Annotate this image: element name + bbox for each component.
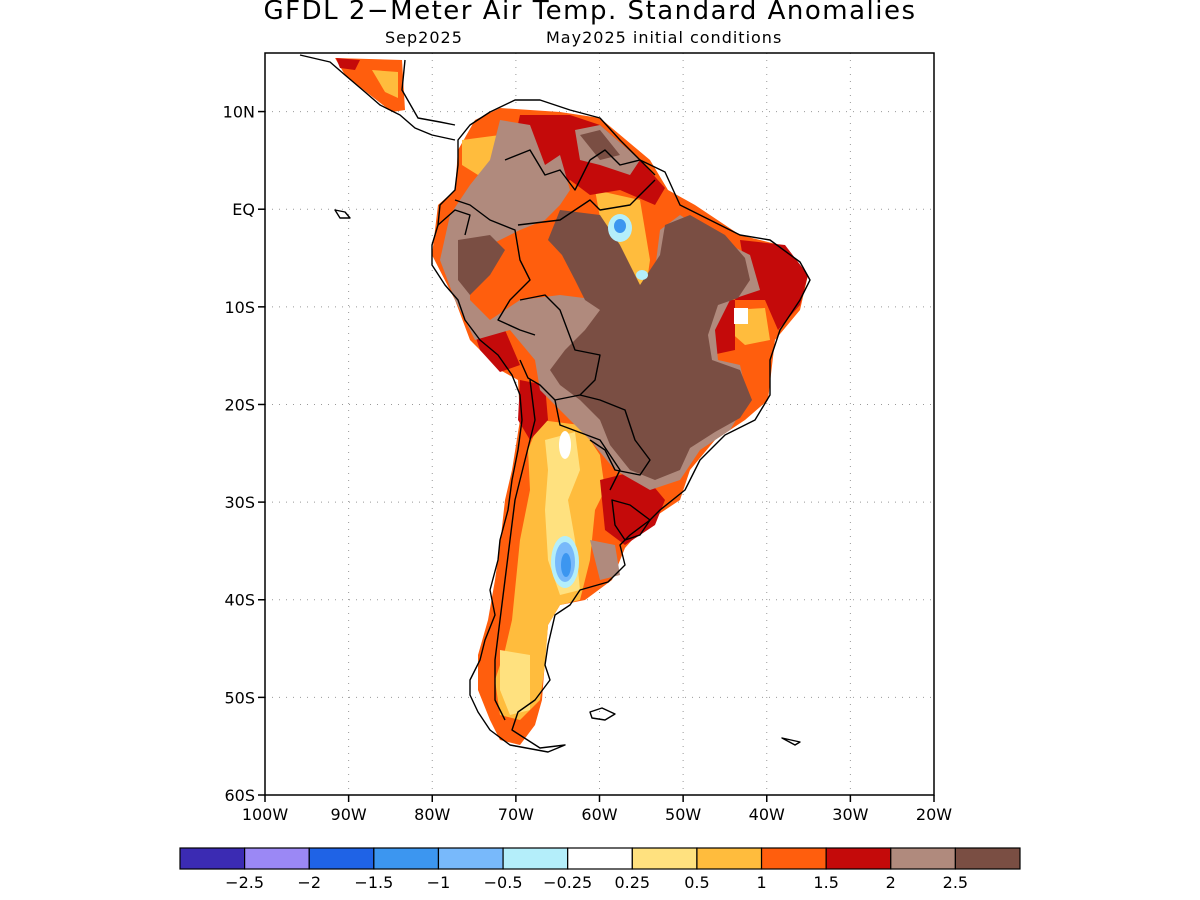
anomaly-cool-spot-chaco: [559, 431, 571, 459]
lat-tick-label: 50S: [224, 688, 255, 707]
colorbar-swatch: [502, 847, 569, 870]
anomaly-region-0.25-0.5-south: [500, 650, 530, 715]
colorbar-label: 1: [756, 873, 766, 892]
lat-tick-label: 10S: [224, 298, 255, 317]
initial-conditions: May2025 initial conditions: [546, 28, 783, 47]
lon-tick-label: 60W: [581, 805, 617, 824]
central-america-coastline: [299, 54, 456, 141]
colorbar-label: −2.5: [225, 873, 264, 892]
forecast-month: Sep2025: [385, 28, 463, 47]
coastlines: [299, 54, 811, 753]
colorbar-label: 2.5: [943, 873, 968, 892]
colorbar-label: −1.5: [354, 873, 393, 892]
colorbar-swatch: [631, 847, 698, 870]
border-venezuela: [504, 149, 591, 191]
anomaly-region-above-2.5: [548, 210, 752, 480]
map-title: GFDL 2−Meter Air Temp. Standard Anomalie…: [263, 0, 917, 26]
anomaly-region-andes-red: [518, 380, 548, 440]
colorbar-swatch: [308, 847, 375, 870]
border-ecuador: [437, 209, 471, 236]
anomaly-region-0.5-1: [495, 420, 605, 720]
colorbar-swatch: [437, 847, 504, 870]
lat-tick-label: 40S: [224, 591, 255, 610]
anomaly-region-2-2.5-south: [590, 540, 620, 580]
anomaly-missing-cell: [734, 308, 748, 324]
lon-tick-label: 40W: [749, 805, 785, 824]
lon-tick-label: 100W: [242, 805, 289, 824]
anomaly-region-above-2.5-north: [580, 130, 620, 160]
lat-tick-label: 10N: [223, 103, 255, 122]
border-colombia-peru: [454, 199, 536, 336]
lat-tick-label: 30S: [224, 493, 255, 512]
colorbar: −2.5 −2 −1.5 −1 −0.5 −0.25 0.25 0.5 1 1.5 2 2.5: [179, 847, 1021, 892]
colorbar-swatch: [179, 847, 246, 870]
colorbar-swatch: [890, 847, 956, 870]
colorbar-label: 2: [886, 873, 896, 892]
colorbar-label: −0.5: [484, 873, 523, 892]
lat-tick-label: EQ: [232, 200, 255, 219]
border-paraguay: [579, 394, 651, 476]
border-bolivia: [519, 294, 601, 401]
anomaly-cool-spot-pampas-core: [561, 553, 571, 577]
border-guianas: [589, 149, 656, 176]
lat-tick-label: 20S: [224, 395, 255, 414]
lon-tick-label: 30W: [832, 805, 868, 824]
colorbar-swatch: [567, 847, 633, 870]
anomaly-region-amazon-north: [595, 190, 650, 295]
lon-tick-label: 50W: [665, 805, 701, 824]
colorbar-swatch: [954, 847, 1021, 870]
border-brazil-west: [517, 179, 656, 226]
south-america-coastline: [431, 99, 811, 753]
anomaly-region-central-america-3: [372, 70, 398, 98]
colorbar-swatch: [696, 847, 763, 870]
colorbar-label: −1: [427, 873, 451, 892]
anomaly-shading: [335, 58, 808, 745]
lon-tick-label: 70W: [498, 805, 534, 824]
colorbar-label: 1.5: [813, 873, 838, 892]
colorbar-swatch: [760, 847, 827, 870]
anomaly-cool-spot-amazon-core: [614, 219, 626, 233]
anomaly-cool-spot-amazon-east: [636, 270, 648, 280]
south-georgia: [781, 737, 801, 746]
lon-tick-label: 80W: [414, 805, 450, 824]
falkland-islands: [589, 707, 616, 721]
colorbar-label: −2: [297, 873, 321, 892]
lon-tick-label: 20W: [916, 805, 952, 824]
anomaly-region-above-2.5-west: [458, 235, 505, 295]
border-uruguay: [611, 499, 651, 541]
border-argentina-north: [554, 399, 621, 491]
anomaly-region-central-america-2: [336, 58, 360, 70]
anomaly-region-northeast-red: [735, 240, 808, 330]
lon-tick-label: 90W: [331, 805, 367, 824]
colorbar-swatch: [373, 847, 440, 870]
colorbar-label: 0.25: [614, 873, 650, 892]
colorbar-swatch: [244, 847, 310, 870]
lat-tick-label: 60S: [224, 786, 255, 805]
colorbar-label: −0.25: [543, 873, 592, 892]
colorbar-swatch: [825, 847, 892, 870]
border-chile-argentina: [494, 379, 536, 721]
galapagos-islands: [334, 209, 351, 219]
colorbar-label: 0.5: [684, 873, 709, 892]
